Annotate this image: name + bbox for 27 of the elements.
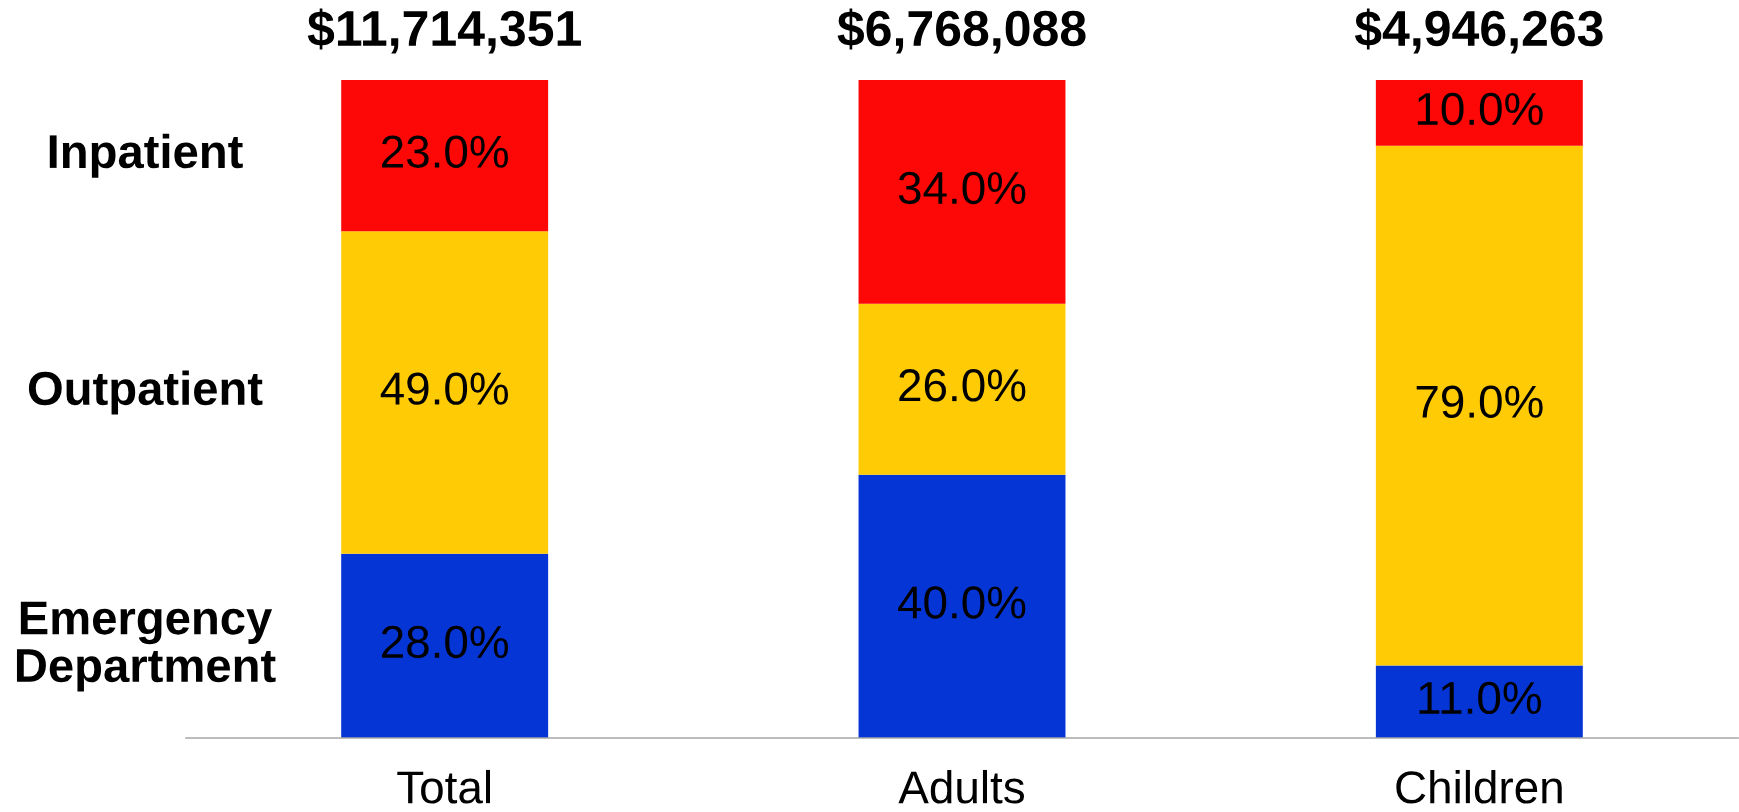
annotation: $11,714,351 <box>307 8 581 54</box>
x-tick-label: Total <box>397 769 490 804</box>
bar <box>341 80 549 232</box>
text: Inpatient <box>49 133 243 178</box>
bar <box>858 80 1066 304</box>
data-label: 26.0% <box>899 369 1026 402</box>
data-label: 79.0% <box>1416 385 1543 419</box>
bar <box>858 303 1066 475</box>
x-tick-label: Adults <box>898 769 1025 804</box>
bar <box>1375 80 1583 146</box>
bar <box>341 231 549 554</box>
bar <box>858 474 1066 738</box>
series-label: Outpatient <box>28 370 263 415</box>
data-label: 34.0% <box>898 171 1026 205</box>
data-label: 23.0% <box>382 135 509 168</box>
data-label: 49.0% <box>380 372 509 405</box>
series-label: Emergency Department <box>16 601 276 692</box>
annotation: $6,768,088 <box>837 8 1086 54</box>
data-label: 11.0% <box>1419 681 1541 715</box>
x-tick-label: Children <box>1396 769 1562 804</box>
annotation: $4,946,263 <box>1354 8 1603 54</box>
data-label: 10.0% <box>1417 92 1543 126</box>
bar <box>1375 145 1583 666</box>
data-label: 28.0% <box>382 625 509 659</box>
bar <box>1375 665 1583 738</box>
data-label: 40.0% <box>898 586 1026 619</box>
bar <box>341 553 549 738</box>
